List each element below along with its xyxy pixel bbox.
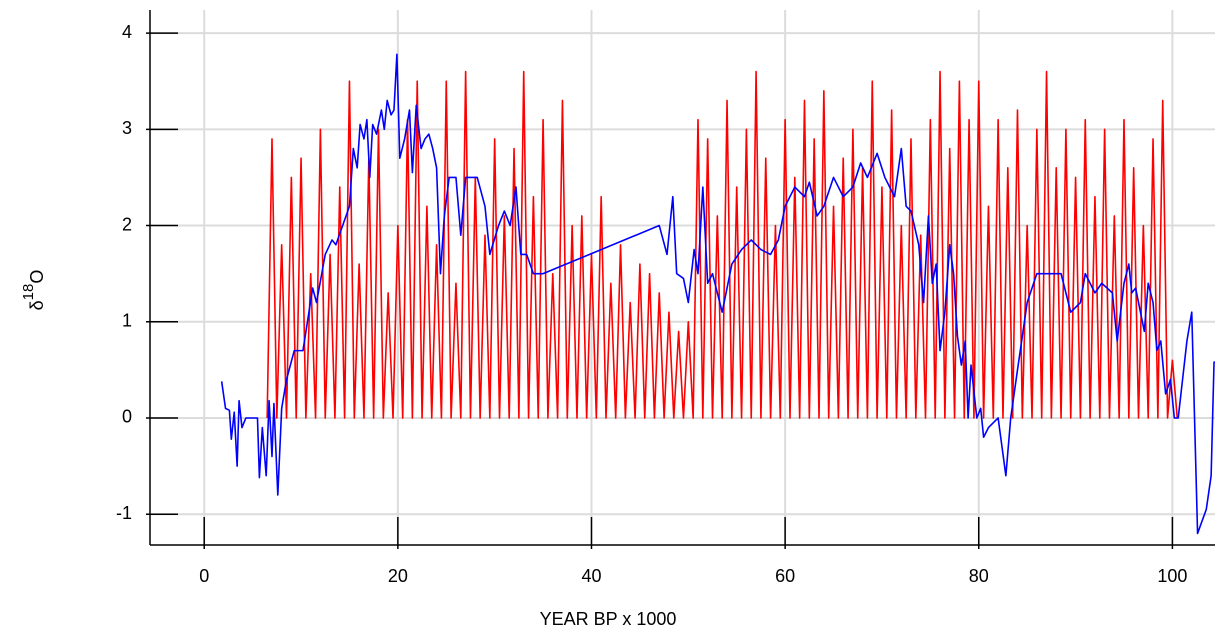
y-tick-label: 2 <box>122 214 132 234</box>
x-tick-label: 80 <box>969 566 989 586</box>
x-tick-label: 100 <box>1157 566 1187 586</box>
x-tick-label: 0 <box>199 566 209 586</box>
y-tick-label: 1 <box>122 311 132 331</box>
y-tick-label: -1 <box>116 503 132 523</box>
y-tick-label: 4 <box>122 22 132 42</box>
x-axis-label: YEAR BP x 1000 <box>540 609 677 629</box>
plot-area <box>220 53 1215 535</box>
y-tick-label: 0 <box>122 407 132 427</box>
x-tick-label: 40 <box>581 566 601 586</box>
data-line <box>266 70 1179 419</box>
y-axis-label: δ18O <box>20 270 47 311</box>
y-tick-label: 3 <box>122 118 132 138</box>
data-line <box>220 53 1215 535</box>
y-label-element: O <box>27 270 47 284</box>
x-tick-label: 60 <box>775 566 795 586</box>
x-tick-label: 20 <box>388 566 408 586</box>
y-label-superscript: 18 <box>20 284 37 301</box>
y-label-symbol: δ <box>27 300 47 310</box>
